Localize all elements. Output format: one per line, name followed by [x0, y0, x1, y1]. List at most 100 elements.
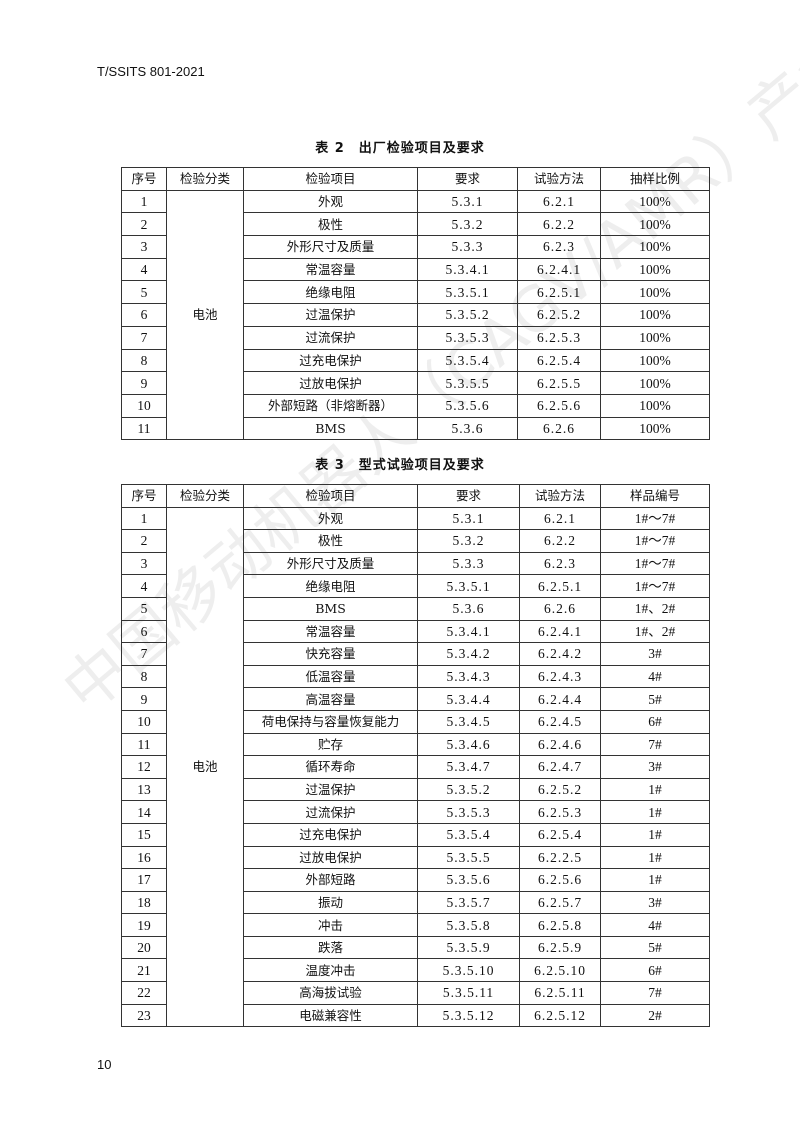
test-method: 6.2.2 — [517, 212, 601, 237]
inspection-item: 过流保护 — [243, 325, 418, 350]
test-method: 6.2.2 — [519, 529, 601, 553]
inspection-item: 外部短路（非熔断器） — [243, 393, 418, 418]
row-number: 18 — [121, 890, 167, 915]
sample: 5# — [600, 687, 710, 711]
column-header: 要求 — [417, 484, 520, 508]
sample: 4# — [600, 664, 710, 689]
table-row: 12 循环寿命 5.3.4.7 6.2.4.7 3# — [121, 755, 710, 779]
sample: 100% — [600, 416, 710, 441]
inspection-item: 荷电保持与容量恢复能力 — [243, 709, 418, 734]
row-number: 1 — [121, 506, 167, 531]
row-number: 12 — [121, 755, 167, 779]
row-number: 4 — [121, 574, 167, 598]
test-method: 6.2.5.3 — [519, 800, 601, 824]
requirement: 5.3.6 — [417, 596, 520, 621]
row-number: 3 — [121, 235, 167, 259]
test-method: 6.2.6 — [519, 596, 601, 621]
header-row: 序号 检验分类 检验项目 要求 试验方法 抽样比例 — [121, 167, 710, 191]
table-row: 13 过温保护 5.3.5.2 6.2.5.2 1# — [121, 777, 710, 802]
test-method: 6.2.5.7 — [519, 890, 601, 915]
inspection-item: 外观 — [243, 189, 418, 214]
requirement: 5.3.4.4 — [417, 687, 520, 711]
requirement: 5.3.1 — [417, 189, 518, 214]
sample: 100% — [600, 348, 710, 373]
table-row: 20 跌落 5.3.5.9 6.2.5.9 5# — [121, 935, 710, 960]
inspection-item: 外形尺寸及质量 — [243, 235, 418, 259]
sample: 100% — [600, 325, 710, 350]
test-method: 6.2.4.3 — [519, 664, 601, 689]
table-row: 23 电磁兼容性 5.3.5.12 6.2.5.12 2# — [121, 1003, 710, 1028]
sample: 100% — [600, 393, 710, 418]
sample: 1#～7# — [600, 529, 710, 553]
row-number: 11 — [121, 732, 167, 757]
requirement: 5.3.5.11 — [417, 981, 520, 1005]
column-header: 试验方法 — [517, 167, 601, 191]
table-row: 8 低温容量 5.3.4.3 6.2.4.3 4# — [121, 664, 710, 689]
requirement: 5.3.4.6 — [417, 732, 520, 757]
inspection-item: 高海拔试验 — [243, 981, 418, 1005]
column-header: 试验方法 — [519, 484, 601, 508]
inspection-item: 过放电保护 — [243, 371, 418, 395]
row-number: 1 — [121, 189, 167, 214]
requirement: 5.3.3 — [417, 551, 520, 576]
row-number: 21 — [121, 958, 167, 983]
column-header: 抽样比例 — [600, 167, 710, 191]
requirement: 5.3.5.5 — [417, 845, 520, 870]
category-cell: 电池 — [166, 506, 244, 1028]
inspection-item: 过温保护 — [243, 303, 418, 327]
sample: 100% — [600, 212, 710, 237]
requirement: 5.3.5.3 — [417, 325, 518, 350]
sample: 4# — [600, 913, 710, 937]
row-number: 13 — [121, 777, 167, 802]
test-method: 6.2.5.11 — [519, 981, 601, 1005]
test-method: 6.2.3 — [517, 235, 601, 259]
table-row: 2 极性 5.3.2 6.2.2 1#～7# — [121, 529, 710, 553]
sample: 1#、2# — [600, 596, 710, 621]
row-number: 19 — [121, 913, 167, 937]
test-method: 6.2.5.4 — [517, 348, 601, 373]
sample: 7# — [600, 981, 710, 1005]
sample: 100% — [600, 257, 710, 282]
requirement: 5.3.2 — [417, 212, 518, 237]
sample: 7# — [600, 732, 710, 757]
inspection-item: 过放电保护 — [243, 845, 418, 870]
sample: 1# — [600, 868, 710, 892]
inspection-item: 外观 — [243, 506, 418, 531]
document-id: T/SSITS 801-2021 — [97, 64, 205, 79]
test-method: 6.2.5.2 — [519, 777, 601, 802]
test-method: 6.2.2.5 — [519, 845, 601, 870]
table-row: 3 外形尺寸及质量 5.3.3 6.2.3 1#～7# — [121, 551, 710, 576]
column-header: 样品编号 — [600, 484, 710, 508]
requirement: 5.3.6 — [417, 416, 518, 441]
requirement: 5.3.1 — [417, 506, 520, 531]
inspection-item: 温度冲击 — [243, 958, 418, 983]
test-method: 6.2.4.1 — [517, 257, 601, 282]
test-method: 6.2.5.6 — [517, 393, 601, 418]
requirement: 5.3.5.9 — [417, 935, 520, 960]
requirement: 5.3.5.1 — [417, 574, 520, 598]
header-row: 序号 检验分类 检验项目 要求 试验方法 样品编号 — [121, 484, 710, 508]
test-method: 6.2.1 — [519, 506, 601, 531]
table-row: 6 过温保护 5.3.5.2 6.2.5.2 100% — [121, 303, 710, 327]
inspection-item: 过充电保护 — [243, 822, 418, 847]
inspection-item: 低温容量 — [243, 664, 418, 689]
inspection-item: 冲击 — [243, 913, 418, 937]
sample: 1#～7# — [600, 574, 710, 598]
row-number: 22 — [121, 981, 167, 1005]
test-method: 6.2.5.3 — [517, 325, 601, 350]
table-row: 6 常温容量 5.3.4.1 6.2.4.1 1#、2# — [121, 619, 710, 644]
table-row: 4 常温容量 5.3.4.1 6.2.4.1 100% — [121, 257, 710, 282]
row-number: 10 — [121, 709, 167, 734]
row-number: 16 — [121, 845, 167, 870]
row-number: 4 — [121, 257, 167, 282]
test-method: 6.2.4.2 — [519, 642, 601, 666]
row-number: 2 — [121, 212, 167, 237]
table2-caption: 表 2 出厂检验项目及要求 — [315, 141, 485, 156]
requirement: 5.3.5.1 — [417, 280, 518, 305]
table3-caption: 表 3 型式试验项目及要求 — [315, 458, 485, 473]
sample: 6# — [600, 958, 710, 983]
inspection-item: 极性 — [243, 212, 418, 237]
column-header: 检验分类 — [166, 484, 244, 508]
table3-type-test: 序号 检验分类 检验项目 要求 试验方法 样品编号 1 电池 外观 5.3.1 6.2.1 1#～7#… — [121, 484, 710, 1028]
row-number: 14 — [121, 800, 167, 824]
